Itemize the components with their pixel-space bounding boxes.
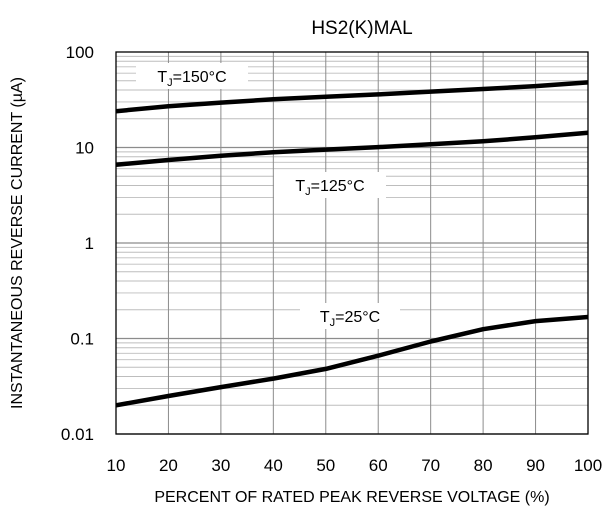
- curve-label-1: TJ=125°C: [295, 178, 364, 198]
- x-tick-label: 50: [316, 456, 335, 475]
- y-tick-labels: 0.01 0.1 1 10 100: [61, 43, 94, 444]
- plot-border: [115, 51, 589, 435]
- series-line-2: [115, 314, 589, 408]
- x-tick-label: 10: [107, 456, 126, 475]
- data-curves: [115, 80, 589, 408]
- curve-label-background: [274, 172, 386, 198]
- y-axis-label: INSTANTANEOUS REVERSE CURRENT (µA): [9, 77, 26, 409]
- y-tick-label: 1: [85, 234, 94, 253]
- series-line-0: [115, 80, 589, 114]
- x-tick-label: 100: [574, 456, 602, 475]
- x-tick-label: 90: [526, 456, 545, 475]
- y-tick-label: 0.1: [70, 330, 94, 349]
- x-tick-label: 60: [369, 456, 388, 475]
- curve-label-background: [300, 303, 400, 329]
- curve-label-2: TJ=25°C: [320, 309, 380, 329]
- x-tick-label: 70: [421, 456, 440, 475]
- x-tick-label: 20: [159, 456, 178, 475]
- chart-title: HS2(K)MAL: [311, 18, 412, 39]
- x-tick-label: 40: [264, 456, 283, 475]
- grid-lines: [115, 52, 589, 435]
- curve-labels: TJ=150°C TJ=125°C TJ=25°C: [136, 63, 400, 329]
- y-tick-label: 10: [75, 139, 94, 158]
- y-tick-label: 100: [66, 43, 94, 62]
- y-tick-label: 0.01: [61, 425, 94, 444]
- curve-label-0: TJ=150°C: [157, 69, 226, 89]
- x-tick-label: 80: [474, 456, 493, 475]
- series-line-1: [115, 130, 589, 167]
- curve-label-background: [136, 63, 248, 89]
- x-tick-label: 30: [211, 456, 230, 475]
- x-tick-labels: 10 20 30 40 50 60 70 80 90 100: [107, 456, 603, 475]
- x-axis-label: PERCENT OF RATED PEAK REVERSE VOLTAGE (%…: [154, 489, 549, 506]
- plot-frame: [115, 51, 589, 435]
